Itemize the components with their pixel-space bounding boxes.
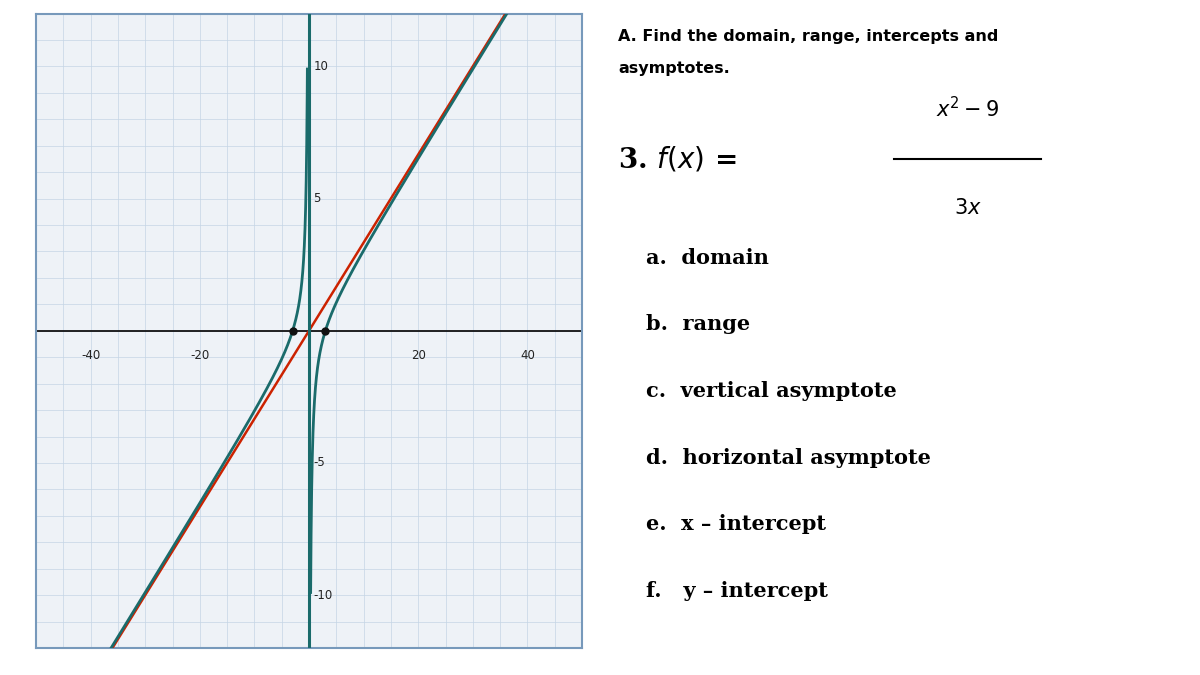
Text: e.  x – intercept: e. x – intercept — [647, 514, 827, 535]
Text: 5: 5 — [313, 192, 320, 205]
Text: -40: -40 — [80, 349, 101, 362]
Text: -5: -5 — [313, 456, 325, 469]
Text: $x^2-9$: $x^2-9$ — [936, 96, 1000, 122]
Text: c.  vertical asymptote: c. vertical asymptote — [647, 381, 896, 401]
Text: $3x$: $3x$ — [954, 198, 982, 217]
Text: a.  domain: a. domain — [647, 248, 769, 268]
Text: b.  range: b. range — [647, 315, 750, 334]
Text: 20: 20 — [410, 349, 426, 362]
Text: d.  horizontal asymptote: d. horizontal asymptote — [647, 448, 931, 468]
Text: -10: -10 — [313, 589, 332, 601]
Text: f.   y – intercept: f. y – intercept — [647, 581, 828, 601]
Text: A. Find the domain, range, intercepts and: A. Find the domain, range, intercepts an… — [618, 30, 998, 45]
Text: 10: 10 — [313, 60, 329, 73]
Text: -20: -20 — [190, 349, 210, 362]
Text: asymptotes.: asymptotes. — [618, 61, 730, 76]
Text: 3. $f(x)$ =: 3. $f(x)$ = — [618, 145, 737, 174]
Text: 40: 40 — [520, 349, 535, 362]
